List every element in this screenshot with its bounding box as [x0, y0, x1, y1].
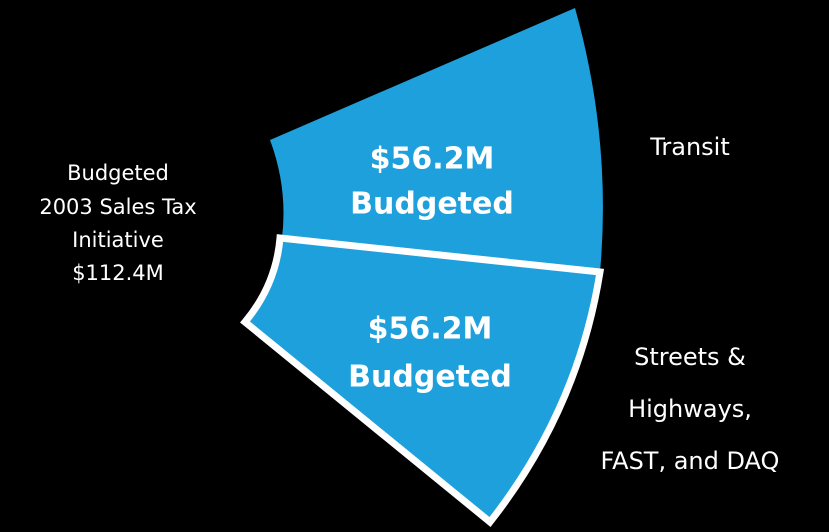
segment-amount: $56.2M	[370, 142, 495, 177]
center-label: 2003 Sales Tax	[39, 195, 196, 219]
segment-name: FAST, and DAQ	[601, 447, 780, 475]
center-label: Initiative	[72, 228, 164, 252]
segment-status: Budgeted	[348, 360, 512, 395]
center-label: $112.4M	[72, 261, 164, 285]
segment-name: Transit	[649, 133, 730, 161]
segment-amount: $56.2M	[368, 312, 493, 347]
segment-name: Highways,	[628, 395, 752, 423]
center-label: Budgeted	[67, 161, 169, 185]
streets-segment	[240, 234, 605, 527]
segment-name: Streets &	[634, 343, 746, 371]
segment-status: Budgeted	[350, 187, 514, 222]
transit-segment	[270, 8, 603, 272]
